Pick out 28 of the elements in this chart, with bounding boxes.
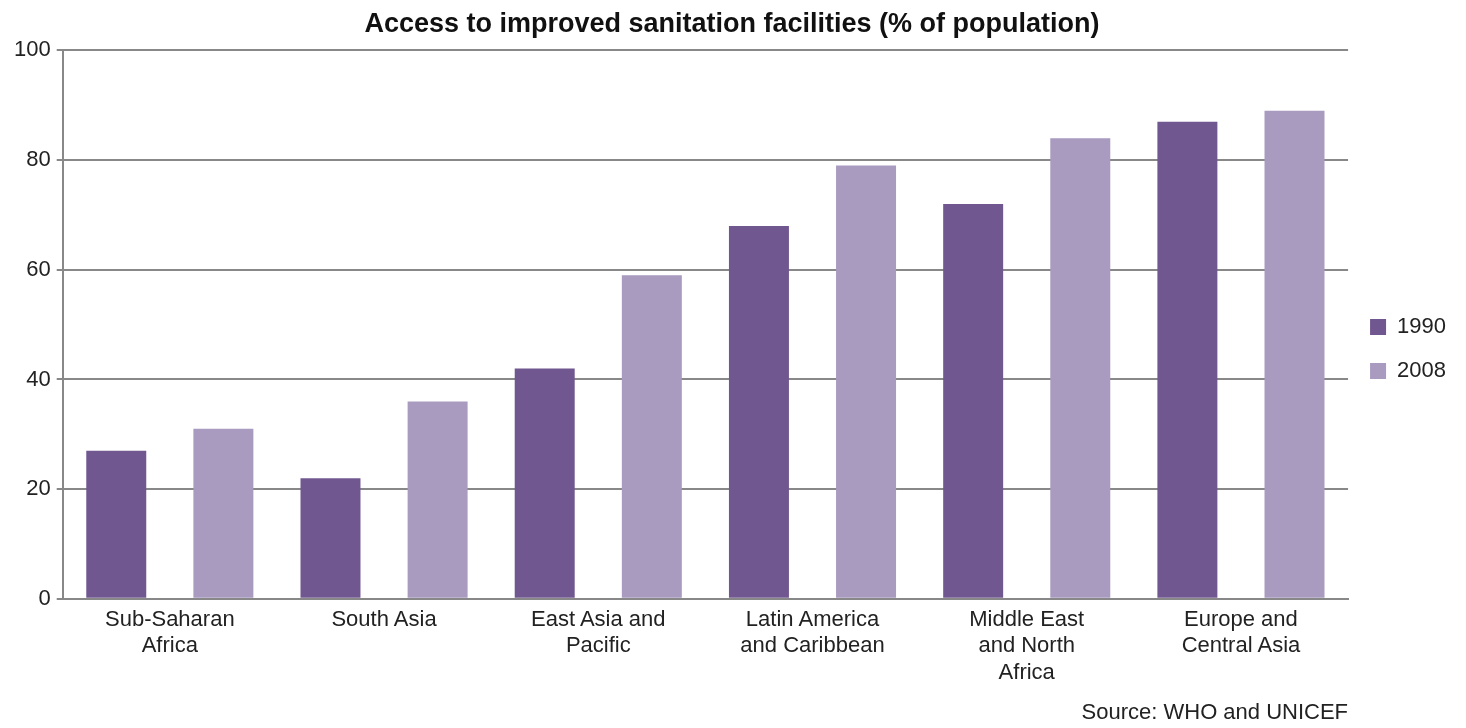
x-tick-label: Middle East and North Africa — [969, 606, 1085, 684]
chart-title: Access to improved sanitation facilities (% of population) — [364, 7, 1100, 38]
bar — [1157, 121, 1218, 598]
bar — [728, 225, 789, 598]
y-tick-label: 0 — [38, 584, 51, 610]
legend-label: 1990 — [1397, 313, 1447, 339]
source-note: Source: WHO and UNICEF — [1081, 699, 1349, 725]
y-tick-label: 100 — [13, 36, 51, 62]
x-tick-label: Sub-Saharan Africa — [104, 606, 235, 658]
x-tick-label: Europe and Central Asia — [1181, 606, 1302, 658]
bar — [193, 428, 254, 598]
bar — [621, 275, 682, 598]
bar — [514, 368, 575, 598]
bar — [943, 203, 1004, 598]
bar — [86, 450, 147, 598]
x-tick-label: South Asia — [331, 606, 438, 632]
legend-label: 2008 — [1397, 357, 1447, 383]
x-tick-label: Latin America and Caribbean — [740, 606, 885, 658]
bar — [1264, 110, 1325, 598]
bar — [1050, 138, 1111, 598]
x-tick-label: East Asia and Pacific — [531, 606, 666, 658]
bar — [407, 401, 468, 598]
y-tick-label: 80 — [26, 146, 51, 172]
y-tick-label: 60 — [26, 255, 51, 281]
y-tick-label: 20 — [26, 475, 51, 501]
y-tick-label: 40 — [26, 365, 51, 391]
bar — [836, 165, 897, 598]
bar — [300, 478, 361, 598]
